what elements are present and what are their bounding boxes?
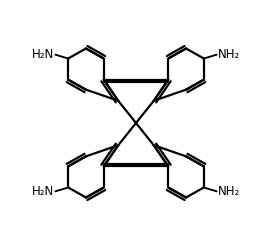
- Text: H₂N: H₂N: [32, 185, 54, 198]
- Text: H₂N: H₂N: [32, 48, 54, 61]
- Text: NH₂: NH₂: [218, 48, 240, 61]
- Text: NH₂: NH₂: [218, 185, 240, 198]
